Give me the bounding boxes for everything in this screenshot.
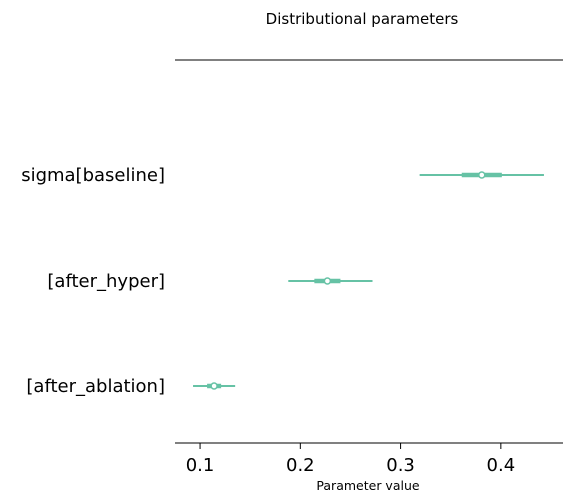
interval-marks	[193, 171, 544, 390]
mean-point	[323, 277, 332, 285]
y-category-labels: sigma[baseline] [after_hyper] [after_ablat…	[21, 165, 165, 397]
x-tick-label: 0.3	[386, 455, 415, 476]
mean-point	[210, 382, 218, 390]
x-tick-label: 0.2	[286, 455, 315, 476]
chart-title: Distributional parameters	[266, 10, 459, 28]
category-label: [after_ablation]	[26, 376, 165, 397]
x-tick-label: 0.4	[487, 455, 516, 476]
x-axis-label: Parameter value	[316, 478, 419, 493]
x-tick-label: 0.1	[186, 455, 215, 476]
x-axis: 0.1 0.2 0.3 0.4	[186, 443, 515, 476]
mean-point	[478, 171, 486, 179]
category-label: [after_hyper]	[47, 271, 165, 292]
category-label: sigma[baseline]	[21, 165, 165, 186]
